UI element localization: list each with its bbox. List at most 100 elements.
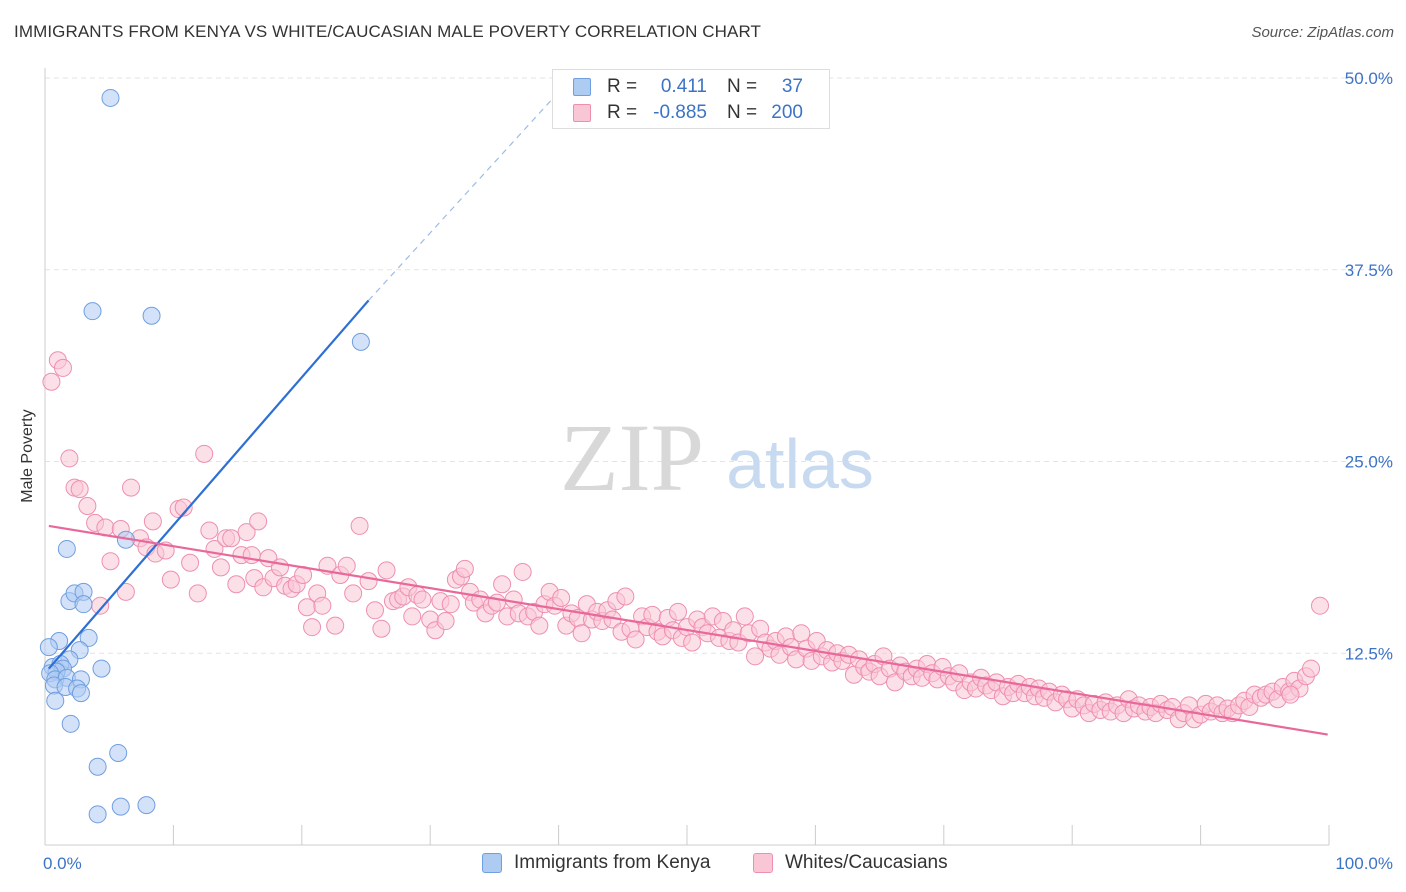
data-point-kenya: [61, 714, 80, 733]
legend-r-value: 0.411: [660, 76, 707, 97]
data-point-whites: [513, 562, 532, 581]
legend-swatch-whites: [573, 104, 591, 122]
data-point-kenya: [142, 306, 161, 325]
legend-r-label: R =: [607, 102, 638, 123]
legend-label-whites: Whites/Caucasians: [785, 852, 948, 873]
data-point-whites: [161, 570, 180, 589]
data-point-whites: [326, 616, 345, 635]
data-point-whites: [792, 624, 811, 643]
data-point-whites: [188, 584, 207, 603]
data-point-whites: [403, 607, 422, 626]
series-legend: Immigrants from Kenya Whites/Caucasians: [0, 852, 1406, 876]
y-tick-label: 37.5%: [1345, 261, 1393, 280]
data-point-whites: [101, 552, 120, 571]
data-point-whites: [493, 575, 512, 594]
data-point-whites: [143, 512, 162, 531]
data-point-whites: [372, 619, 391, 638]
data-point-kenya: [88, 757, 107, 776]
legend-n-value: 200: [771, 102, 803, 123]
data-point-kenya: [39, 638, 58, 657]
x-tick-label: 100.0%: [1335, 854, 1393, 873]
trend-lines: [48, 77, 1328, 736]
data-point-kenya: [137, 796, 156, 815]
data-point-kenya: [88, 805, 107, 824]
data-point-whites: [122, 478, 141, 497]
data-point-whites: [365, 601, 384, 620]
data-point-whites: [735, 607, 754, 626]
data-point-whites: [552, 589, 571, 608]
y-tick-label: 12.5%: [1345, 644, 1393, 663]
tick-labels: 12.5% 25.0% 37.5% 50.0% 0.0% 100.0%: [43, 69, 1393, 873]
data-point-whites: [60, 449, 79, 468]
data-point-kenya: [111, 797, 130, 816]
data-point-whites: [181, 553, 200, 572]
watermark-atlas: atlas: [726, 425, 874, 503]
data-point-whites: [53, 358, 72, 377]
data-point-kenya: [79, 628, 98, 647]
chart-title: IMMIGRANTS FROM KENYA VS WHITE/CAUCASIAN…: [14, 22, 762, 41]
data-point-kenya: [92, 659, 111, 678]
data-point-kenya: [109, 743, 128, 762]
watermark-zip: ZIP: [560, 404, 704, 511]
data-point-kenya: [101, 88, 120, 107]
data-point-kenya: [74, 595, 93, 614]
data-point-whites: [249, 512, 268, 531]
data-point-whites: [116, 582, 135, 601]
data-point-whites: [200, 521, 219, 540]
data-point-whites: [270, 558, 289, 577]
data-point-whites: [455, 559, 474, 578]
data-point-kenya: [83, 302, 102, 321]
data-point-whites: [359, 572, 378, 591]
data-point-whites: [344, 584, 363, 603]
data-point-whites: [746, 647, 765, 666]
data-point-whites: [377, 561, 396, 580]
data-point-whites: [174, 498, 193, 517]
series-immigrants-from-kenya: [39, 88, 370, 824]
legend-row-kenya: R = 0.411 N = 37: [553, 74, 829, 100]
legend-r-value: -0.885: [653, 102, 707, 123]
watermark: ZIP atlas: [560, 404, 874, 511]
data-point-whites: [195, 444, 214, 463]
legend-swatch-whites: [753, 853, 773, 873]
data-point-whites: [222, 529, 241, 548]
data-point-whites: [572, 624, 591, 643]
correlation-legend: R = 0.411 N = 37 R = -0.885 N = 200: [552, 69, 830, 129]
data-point-whites: [70, 480, 89, 499]
data-point-whites: [1302, 659, 1321, 678]
x-tick-label: 0.0%: [43, 854, 82, 873]
grid-lines: [45, 77, 1392, 654]
data-point-whites: [91, 596, 110, 615]
data-point-whites: [313, 596, 332, 615]
trend-line-kenya: [48, 299, 370, 670]
data-point-whites: [616, 587, 635, 606]
data-point-whites: [337, 556, 356, 575]
data-point-kenya: [351, 332, 370, 351]
legend-n-label: N =: [727, 76, 758, 97]
legend-swatch-kenya: [482, 853, 502, 873]
data-point-whites: [227, 575, 246, 594]
data-point-whites: [42, 372, 61, 391]
data-point-kenya: [57, 539, 76, 558]
trend-line-whites: [48, 524, 1328, 736]
data-point-whites: [436, 612, 455, 631]
legend-swatch-kenya: [573, 78, 591, 96]
legend-r-label: R =: [607, 76, 638, 97]
data-point-whites: [643, 605, 662, 624]
legend-row-whites: R = -0.885 N = 200: [553, 100, 829, 126]
data-point-whites: [1311, 596, 1330, 615]
legend-n-label: N =: [727, 102, 758, 123]
data-point-whites: [211, 558, 230, 577]
data-point-whites: [1281, 685, 1300, 704]
data-point-kenya: [71, 684, 90, 703]
data-point-kenya: [46, 691, 65, 710]
data-point-whites: [530, 616, 549, 635]
axes: [44, 68, 1330, 846]
data-point-whites: [683, 633, 702, 652]
legend-n-value: 37: [781, 76, 803, 97]
data-point-whites: [413, 590, 432, 609]
data-point-whites: [669, 602, 688, 621]
data-point-whites: [303, 618, 322, 637]
trend-line-kenya-extension: [368, 77, 572, 301]
y-tick-label: 25.0%: [1345, 453, 1393, 472]
